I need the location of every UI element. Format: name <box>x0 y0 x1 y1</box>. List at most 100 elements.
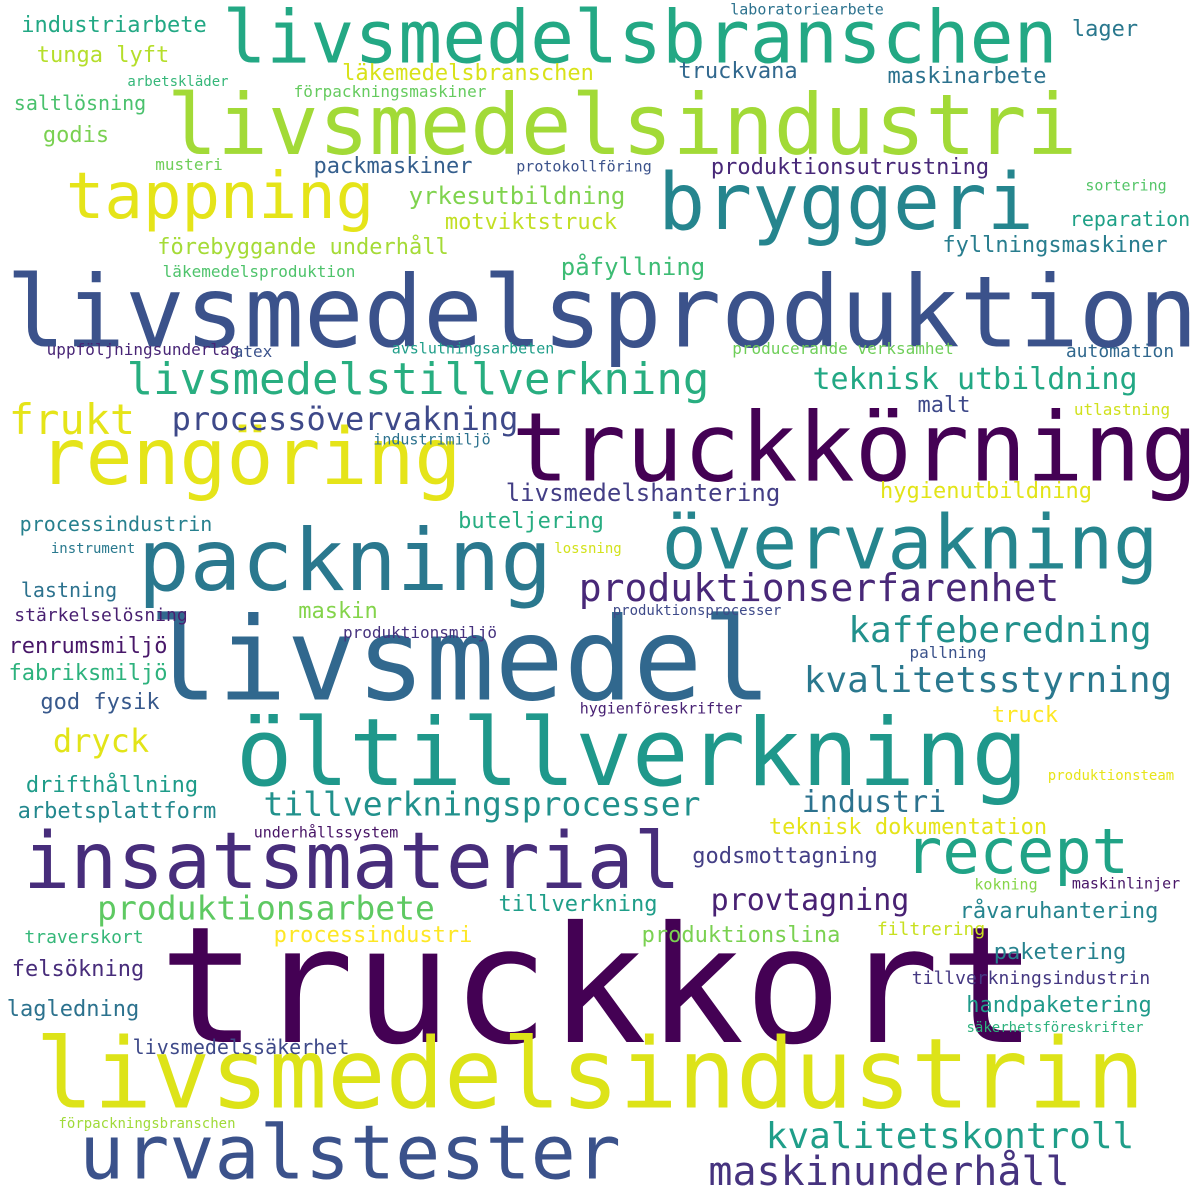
word-4: tappning <box>65 160 375 234</box>
word-13: recept <box>905 815 1129 888</box>
word-95: tillverkningsindustrin <box>911 968 1151 989</box>
word-17: maskinunderhåll <box>708 1149 1070 1195</box>
word-98: säkerhetsföreskrifter <box>966 1020 1144 1036</box>
word-1: livsmedelsbranschen <box>222 0 1058 80</box>
word-78: drifthållning <box>25 773 199 798</box>
word-11: öltillverkning <box>235 699 1029 808</box>
word-9: övervakning <box>661 498 1159 587</box>
word-72: fabriksmiljö <box>8 661 168 686</box>
word-44: motviktstruck <box>444 210 618 235</box>
word-88: råvaruhantering <box>959 899 1159 924</box>
word-48: fyllningsmaskiner <box>942 233 1168 258</box>
word-71: renrumsmiljö <box>8 634 168 659</box>
word-86: maskinlinjer <box>1071 874 1181 893</box>
word-53: avslutningsarbeten <box>391 339 555 358</box>
word-74: god fysik <box>40 690 160 715</box>
word-49: påfyllning <box>560 253 706 281</box>
word-26: produktionsarbete <box>97 888 435 928</box>
word-19: livsmedelstillverkning <box>126 354 710 405</box>
word-45: sortering <box>1085 176 1167 195</box>
word-28: industriarbete <box>21 13 207 38</box>
word-94: felsökning <box>11 957 145 982</box>
word-30: arbetskläder <box>127 74 229 90</box>
word-31: saltlösning <box>13 91 147 115</box>
word-7: rengöring <box>38 413 462 503</box>
word-12: insatsmaterial <box>23 817 681 907</box>
word-73: pallning <box>909 643 987 662</box>
word-67: stärkelselösning <box>14 605 188 626</box>
word-82: underhållssystem <box>253 823 399 842</box>
word-68: maskin <box>298 599 378 624</box>
word-87: tillverkning <box>498 892 658 917</box>
word-63: buteljering <box>458 509 604 534</box>
word-35: lager <box>1071 17 1139 42</box>
word-62: processindustrin <box>19 512 213 536</box>
word-41: protokollföring <box>516 157 652 176</box>
word-33: musteri <box>155 155 223 174</box>
word-42: produktionsutrustning <box>710 155 990 180</box>
word-20: processövervakning <box>171 400 519 438</box>
word-15: livsmedelsindustrin <box>35 1017 1145 1131</box>
word-96: handpaketering <box>966 993 1152 1018</box>
word-60: livsmedelshantering <box>505 479 781 507</box>
word-85: kokning <box>974 875 1038 894</box>
word-22: produktionserfarenhet <box>578 566 1060 610</box>
word-84: godsmottagning <box>692 844 878 869</box>
word-55: automation <box>1065 341 1175 362</box>
word-32: godis <box>42 123 110 148</box>
word-79: produktionsteam <box>1047 768 1175 784</box>
word-64: instrument <box>50 541 136 557</box>
word-93: paketering <box>993 940 1127 965</box>
word-76: dryck <box>52 722 150 760</box>
word-70: produktionsmiljö <box>342 623 498 642</box>
word-10: livsmedel <box>148 593 772 728</box>
word-8: packning <box>137 511 553 611</box>
word-27: provtagning <box>710 883 910 918</box>
word-51: uppföljningsunderlag <box>46 340 240 359</box>
word-54: producerande verksamhet <box>732 339 954 358</box>
word-97: lagledning <box>6 997 140 1022</box>
word-23: kaffeberedning <box>848 610 1152 651</box>
word-66: lastning <box>20 578 118 602</box>
word-3: bryggeri <box>658 158 1034 248</box>
word-50: läkemedelsproduktion <box>162 262 356 281</box>
word-52: atex <box>233 342 273 361</box>
word-81: industri <box>801 785 947 820</box>
word-5: livsmedelsproduktion <box>5 255 1198 371</box>
word-37: truckvana <box>678 59 798 84</box>
word-38: maskinarbete <box>887 64 1047 89</box>
word-59: industrimiljö <box>373 430 491 449</box>
word-77: truck <box>991 703 1059 728</box>
word-65: lossning <box>554 541 622 557</box>
word-57: malt <box>917 393 971 418</box>
word-39: förpackningsmaskiner <box>293 82 487 101</box>
word-75: hygienföreskrifter <box>579 699 743 718</box>
word-16: urvalstester <box>79 1108 621 1197</box>
word-56: teknisk utbildning <box>812 362 1138 397</box>
word-61: hygienutbildning <box>880 479 1092 504</box>
word-6: truckkörning <box>511 393 1198 504</box>
word-43: yrkesutbildning <box>408 182 626 210</box>
word-14: truckkort <box>159 893 1037 1081</box>
word-47: förebyggande underhåll <box>157 235 449 260</box>
word-18: kvalitetskontroll <box>765 1116 1135 1157</box>
word-89: processindustri <box>273 923 473 948</box>
word-80: arbetsplattform <box>17 799 217 824</box>
word-69: produktionsprocesser <box>612 603 782 619</box>
word-83: teknisk dokumentation <box>768 815 1048 840</box>
word-21: frukt <box>8 395 136 444</box>
word-2: livsmedelsindustri <box>166 76 1078 174</box>
word-46: reparation <box>1069 207 1191 231</box>
word-24: kvalitetsstyrning <box>803 660 1173 701</box>
word-58: utlastning <box>1073 400 1171 419</box>
word-99: livsmedelssäkerhet <box>132 1035 350 1059</box>
word-92: filtrering <box>876 919 986 940</box>
word-25: tillverkningsprocesser <box>263 784 701 824</box>
word-100: förpackningsbranschen <box>58 1116 236 1132</box>
word-29: tunga lyft <box>36 43 170 68</box>
word-36: läkemedelsbranschen <box>342 61 594 86</box>
word-40: packmaskiner <box>313 154 473 179</box>
word-34: laboratoriearbete <box>730 0 884 19</box>
word-91: traverskort <box>24 927 144 948</box>
